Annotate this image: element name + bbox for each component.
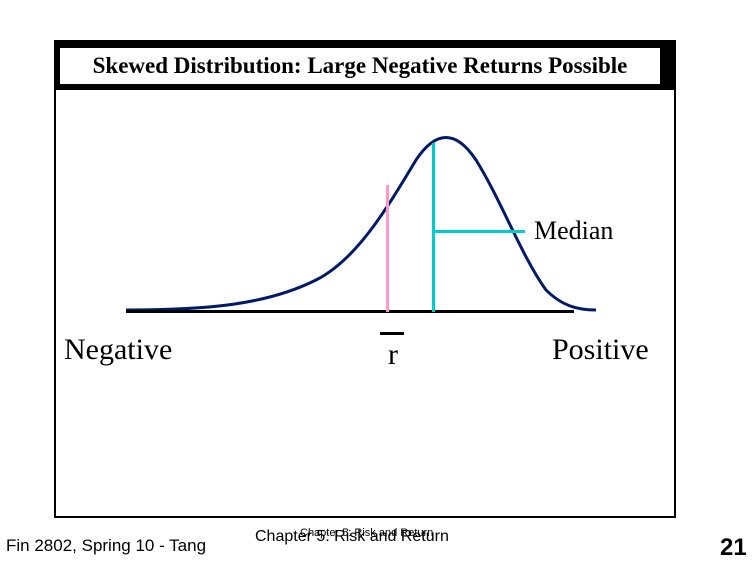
median-connector bbox=[435, 230, 525, 233]
footer-left: Fin 2802, Spring 10 - Tang bbox=[6, 536, 206, 556]
mean-line bbox=[386, 185, 389, 312]
x-axis bbox=[126, 310, 574, 313]
footer-center: Chapter 5: Risk and Return bbox=[255, 528, 449, 546]
page-number: 21 bbox=[720, 534, 747, 562]
median-line bbox=[432, 143, 435, 312]
median-label: Median bbox=[534, 216, 613, 246]
negative-label: Negative bbox=[64, 333, 172, 367]
positive-label: Positive bbox=[552, 333, 649, 367]
r-label: r bbox=[388, 338, 398, 372]
title-text: Skewed Distribution: Large Negative Retu… bbox=[93, 53, 628, 79]
title-box: Skewed Distribution: Large Negative Retu… bbox=[58, 46, 662, 86]
r-overbar bbox=[380, 332, 404, 335]
distribution-curve bbox=[126, 130, 596, 320]
